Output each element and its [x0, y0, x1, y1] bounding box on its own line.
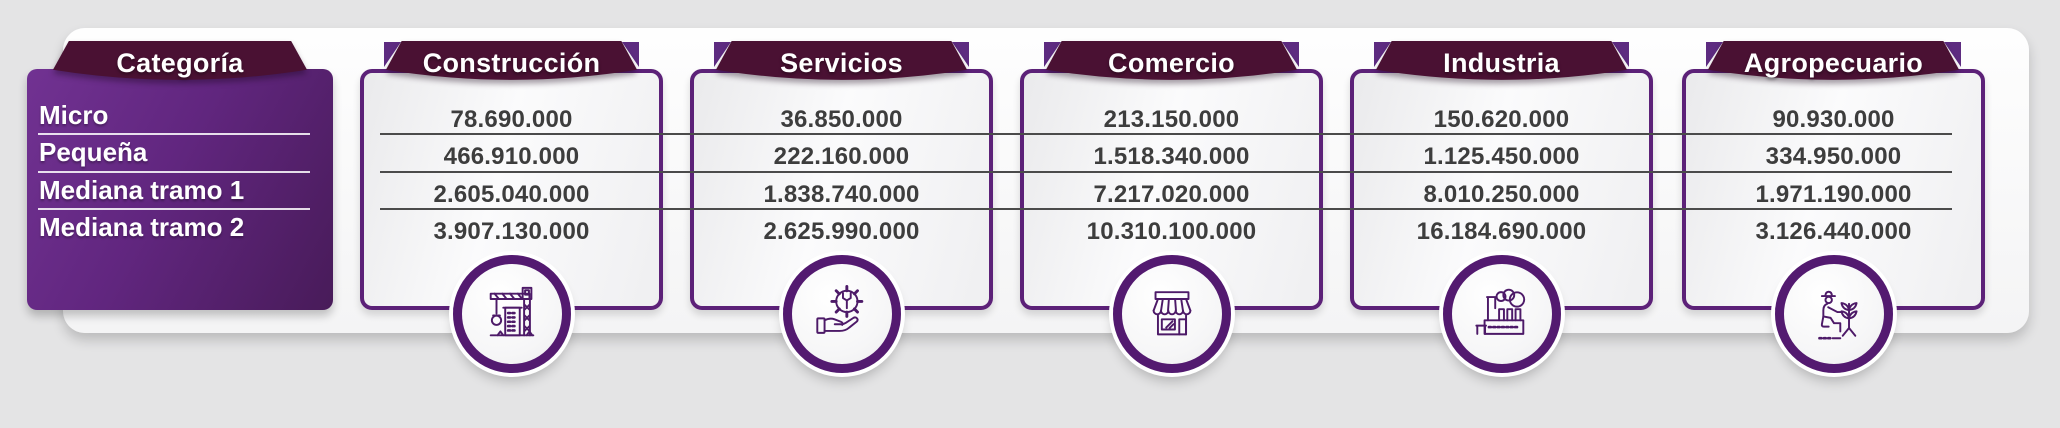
sector-header: Industria	[1443, 48, 1560, 78]
sector-column-industria: 150.620.000 1.125.450.000 8.010.250.000 …	[1350, 0, 1653, 428]
sector-column-construccion: 78.690.000 466.910.000 2.605.040.000 3.9…	[360, 0, 663, 428]
category-row-label: Mediana tramo 2	[39, 212, 245, 242]
sector-value: 1.125.450.000	[1423, 143, 1580, 170]
sector-column-comercio: 213.150.000 1.518.340.000 7.217.020.000 …	[1020, 0, 1323, 428]
category-row-divider	[38, 133, 310, 135]
ribbon-banner-shape	[1707, 40, 1960, 80]
category-column: Micro Pequeña Mediana tramo 1 Mediana tr…	[27, 0, 333, 428]
ribbon-banner-shape	[385, 40, 638, 80]
farmer-icon	[1817, 290, 1858, 340]
sector-value: 150.620.000	[1433, 105, 1570, 133]
sector-value: 3.907.130.000	[433, 218, 590, 245]
sector-ribbon: Agropecuario	[1706, 40, 1961, 88]
row-divider	[380, 208, 1952, 210]
sector-value: 90.930.000	[1772, 105, 1895, 133]
sector-value: 222.160.000	[773, 143, 910, 170]
sector-column-servicios: 36.850.000 222.160.000 1.838.740.000 2.6…	[690, 0, 993, 428]
row-divider	[380, 170, 1952, 173]
sector-value: 2.605.040.000	[433, 180, 590, 208]
sector-ribbon: Industria	[1374, 40, 1629, 88]
construction-crane-icon	[489, 286, 534, 337]
sector-value: 1.838.740.000	[763, 180, 920, 208]
sector-ribbon: Construcción	[384, 40, 639, 88]
sector-icon-badge	[1774, 255, 1893, 373]
hand-gear-icon	[815, 284, 863, 334]
category-row-divider	[38, 208, 310, 210]
sector-value: 1.971.190.000	[1755, 180, 1912, 208]
category-panel: Micro Pequeña Mediana tramo 1 Mediana tr…	[27, 69, 333, 310]
sector-header: Construcción	[422, 48, 601, 78]
sector-value: 10.310.100.000	[1086, 218, 1257, 245]
sector-card: 78.690.000 466.910.000 2.605.040.000 3.9…	[360, 69, 663, 310]
category-ribbon: Categoría	[51, 40, 309, 88]
sector-icon-badge	[782, 255, 901, 373]
sector-value: 78.690.000	[450, 105, 573, 133]
category-row-divider	[38, 170, 310, 173]
category-row-label: Pequeña	[39, 137, 148, 167]
sector-value: 466.910.000	[443, 143, 580, 170]
sector-value: 36.850.000	[780, 105, 903, 133]
sector-icon-badge	[1442, 255, 1561, 373]
sector-value: 2.625.990.000	[763, 218, 920, 245]
category-row-label: Mediana tramo 1	[39, 174, 245, 205]
row-divider	[380, 133, 1952, 135]
sector-header: Comercio	[1108, 48, 1235, 78]
sector-value: 3.126.440.000	[1755, 218, 1912, 245]
sector-column-agropecuario: 90.930.000 334.950.000 1.971.190.000 3.1…	[1682, 0, 1985, 428]
sector-header: Servicios	[780, 48, 903, 78]
ribbon-banner-shape	[52, 40, 308, 80]
sector-value: 7.217.020.000	[1093, 180, 1250, 208]
sector-ribbon: Servicios	[714, 40, 969, 88]
sector-value: 213.150.000	[1103, 105, 1240, 133]
ribbon-banner-shape	[1375, 40, 1628, 80]
category-header: Categoría	[116, 48, 244, 78]
sector-header: Agropecuario	[1743, 48, 1924, 78]
storefront-icon	[1152, 291, 1191, 336]
ribbon-banner-shape	[715, 40, 968, 80]
ribbon-banner-shape	[1045, 40, 1298, 80]
sector-icon-badge	[1112, 255, 1231, 373]
sector-value: 8.010.250.000	[1423, 180, 1580, 208]
sector-value: 334.950.000	[1765, 143, 1902, 170]
category-row-label: Micro	[39, 99, 109, 130]
sector-value: 16.184.690.000	[1416, 218, 1587, 245]
sector-ribbon: Comercio	[1044, 40, 1299, 88]
sector-value: 1.518.340.000	[1093, 143, 1250, 170]
sector-icon-badge	[452, 255, 571, 373]
factory-icon	[1474, 288, 1525, 335]
